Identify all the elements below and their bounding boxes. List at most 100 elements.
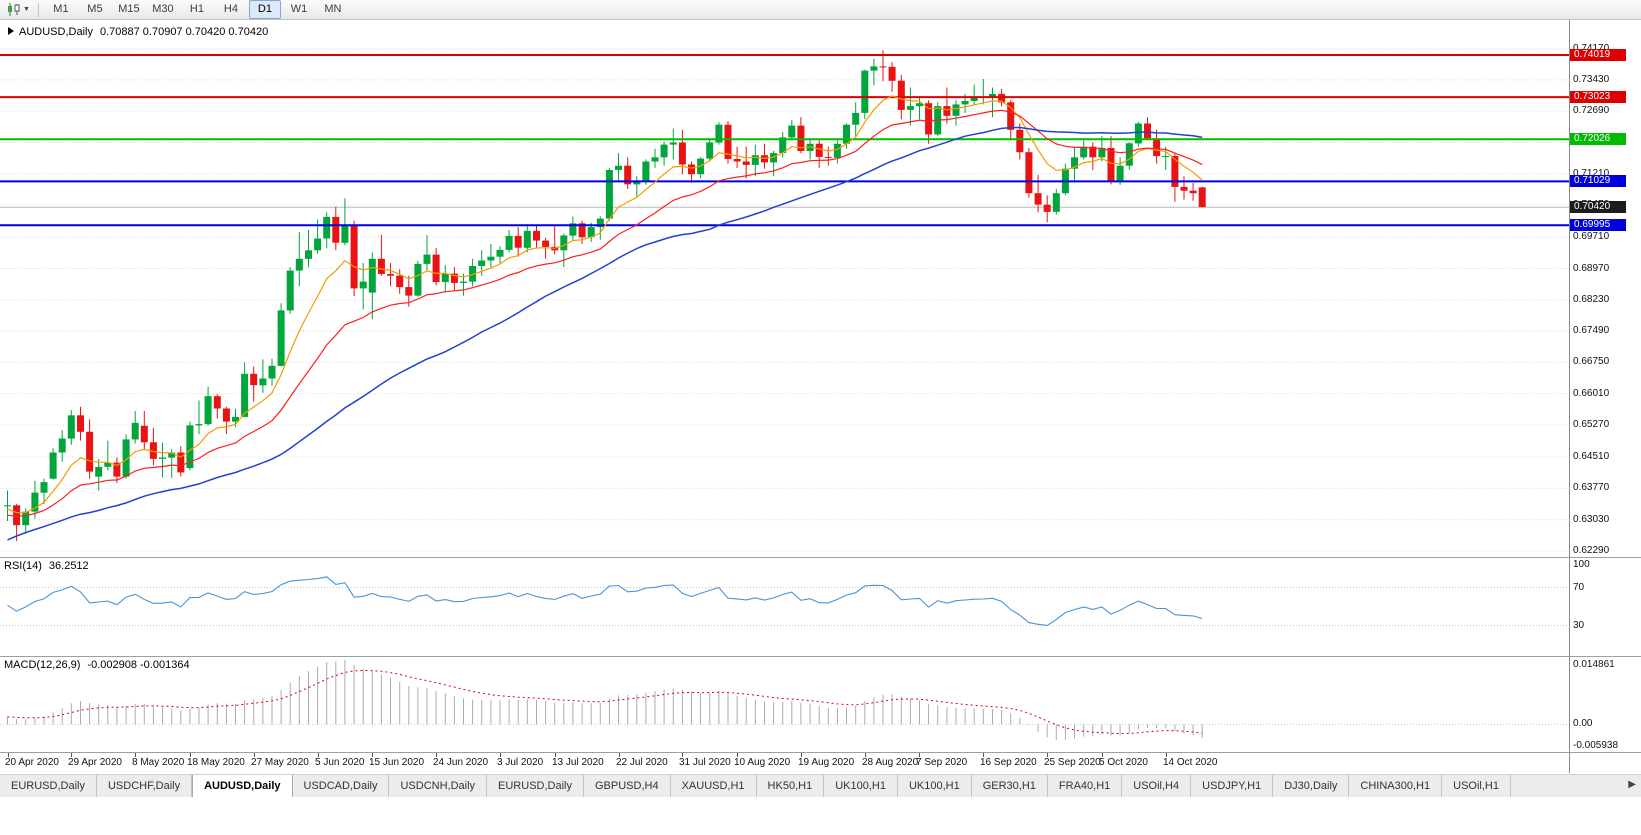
price-axis-label: 0.64510 — [1573, 451, 1610, 462]
dropdown-arrow-icon: ▼ — [23, 6, 30, 13]
ma-20-line — [7, 109, 1203, 517]
time-axis-tick — [983, 753, 984, 757]
price-axis-label: 0.73430 — [1573, 74, 1610, 85]
price-axis-label: 0.63030 — [1573, 514, 1610, 525]
time-axis-tick — [135, 753, 136, 757]
time-axis-tick — [71, 753, 72, 757]
chart-tab-gbpusd-h4[interactable]: GBPUSD,H4 — [584, 775, 671, 797]
time-axis-tick — [1102, 753, 1103, 757]
chart-tab-xauusd-h1[interactable]: XAUUSD,H1 — [671, 775, 757, 797]
timeframe-button-mn[interactable]: MN — [324, 3, 342, 15]
macd-indicator-name: MACD(12,26,9) — [4, 659, 81, 671]
price-level-badge: 0.74019 — [1570, 49, 1626, 61]
time-axis-label: 24 Jun 2020 — [433, 757, 489, 768]
time-axis-tick — [919, 753, 920, 757]
chart-tab-audusd-daily[interactable]: AUDUSD,Daily — [192, 775, 293, 797]
chart-ohlc-values: 0.70887 0.70907 0.70420 0.70420 — [99, 26, 269, 38]
macd-indicator-pane[interactable] — [0, 657, 1569, 752]
chart-tab-usdcnh-daily[interactable]: USDCNH,Daily — [389, 775, 488, 797]
pane-splitter[interactable] — [0, 656, 1641, 657]
timeframe-button-m5[interactable]: M5 — [87, 3, 103, 15]
rsi-indicator-name: RSI(14) — [4, 560, 42, 572]
time-axis-label: 31 Jul 2020 — [679, 757, 731, 768]
chart-tab-usoil-h4[interactable]: USOil,H4 — [1122, 775, 1192, 797]
time-axis-label: 29 Apr 2020 — [68, 757, 122, 768]
chart-tab-uk100-h1[interactable]: UK100,H1 — [824, 775, 898, 797]
price-axis-label: 0.67490 — [1573, 325, 1610, 336]
time-axis-label: 25 Sep 2020 — [1044, 757, 1101, 768]
time-axis-label: 28 Aug 2020 — [862, 757, 919, 768]
chart-tab-usdchf-daily[interactable]: USDCHF,Daily — [97, 775, 193, 797]
time-axis-label: 22 Jul 2020 — [616, 757, 668, 768]
price-axis-label: 0.63770 — [1573, 482, 1610, 493]
price-axis-label: 0.62290 — [1573, 545, 1610, 556]
chart-tab-eurusd-daily[interactable]: EURUSD,Daily — [487, 775, 584, 797]
chart-tab-ger30-h1[interactable]: GER30,H1 — [972, 775, 1048, 797]
price-gridlines — [0, 48, 1569, 552]
timeframe-button-h1[interactable]: H1 — [189, 3, 204, 15]
price-axis-label: 0.68230 — [1573, 294, 1610, 305]
chart-tab-dj30-daily[interactable]: DJ30,Daily — [1273, 775, 1350, 797]
time-axis-tick — [801, 753, 802, 757]
rsi-indicator-pane[interactable] — [0, 558, 1569, 655]
price-axis — [1569, 20, 1570, 773]
macd-histogram — [7, 659, 1203, 740]
chart-tab-usdjpy-h1[interactable]: USDJPY,H1 — [1191, 775, 1274, 797]
timeframe-button-m30[interactable]: M30 — [152, 3, 174, 15]
ma-40-line — [7, 126, 1203, 541]
time-axis-label: 10 Aug 2020 — [734, 757, 791, 768]
timeframe-buttons-group: M1 M5 M15 M30 H1 H4 D1 W1 MN — [44, 0, 350, 19]
candlestick-chart-icon — [8, 3, 20, 16]
chart-tab-china300-h1[interactable]: CHINA300,H1 — [1349, 775, 1443, 797]
chart-tab-usdcad-daily[interactable]: USDCAD,Daily — [293, 775, 390, 797]
chart-tab-usoil-h1[interactable]: USOil,H1 — [1442, 775, 1511, 797]
time-axis-label: 8 May 2020 — [132, 757, 185, 768]
pane-splitter — [0, 752, 1641, 753]
time-axis-tick — [1166, 753, 1167, 757]
macd-indicator-values: -0.002908 -0.001364 — [87, 659, 190, 671]
price-level-badge: 0.72026 — [1570, 133, 1626, 145]
chart-tab-uk100-h1[interactable]: UK100,H1 — [898, 775, 972, 797]
time-axis-tick — [190, 753, 191, 757]
ma-8-line — [7, 95, 1203, 514]
timeframe-button-d1[interactable]: D1 — [248, 0, 281, 19]
rsi-axis-label: 30 — [1573, 620, 1585, 631]
chart-tab-fra40-h1[interactable]: FRA40,H1 — [1048, 775, 1123, 797]
time-axis-tick — [555, 753, 556, 757]
time-axis-label: 27 May 2020 — [251, 757, 309, 768]
time-axis-label: 19 Aug 2020 — [798, 757, 855, 768]
price-level-badge: 0.69995 — [1570, 219, 1626, 231]
chart-tab-eurusd-daily[interactable]: EURUSD,Daily — [0, 775, 97, 797]
toolbar-separator — [37, 2, 39, 17]
price-level-badge: 0.73023 — [1570, 91, 1626, 103]
time-axis-tick — [619, 753, 620, 757]
rsi-axis-label: 100 — [1573, 559, 1590, 570]
macd-signal-line — [7, 669, 1203, 735]
price-chart-pane[interactable] — [0, 20, 1569, 557]
rsi-title: RSI(14) 36.2512 — [4, 560, 89, 572]
price-axis-label: 0.65270 — [1573, 419, 1610, 430]
time-axis-tick — [737, 753, 738, 757]
price-axis-label: 0.71210 — [1573, 168, 1610, 179]
time-axis-tick — [254, 753, 255, 757]
time-axis-label: 3 Jul 2020 — [497, 757, 544, 768]
chart-tab-hk50-h1[interactable]: HK50,H1 — [757, 775, 825, 797]
time-axis-label: 16 Sep 2020 — [980, 757, 1037, 768]
macd-title: MACD(12,26,9) -0.002908 -0.001364 — [4, 659, 190, 671]
time-axis-label: 20 Apr 2020 — [5, 757, 59, 768]
tabs-scroll-right-icon[interactable]: ▶ — [1628, 779, 1636, 790]
timeframe-button-h4[interactable]: H4 — [223, 3, 238, 15]
time-axis-label: 7 Sep 2020 — [916, 757, 968, 768]
time-axis-label: 14 Oct 2020 — [1163, 757, 1218, 768]
time-axis-tick — [318, 753, 319, 757]
timeframe-button-m15[interactable]: M15 — [118, 3, 140, 15]
time-axis-label: 15 Jun 2020 — [369, 757, 425, 768]
time-axis-tick — [1047, 753, 1048, 757]
chart-type-button[interactable]: ▼ — [4, 1, 33, 19]
timeframe-button-w1[interactable]: W1 — [290, 3, 308, 15]
pane-splitter[interactable] — [0, 557, 1641, 558]
rsi-axis-label: 70 — [1573, 582, 1585, 593]
timeframe-button-m1[interactable]: M1 — [53, 3, 69, 15]
one-click-trading-icon[interactable] — [8, 27, 14, 35]
